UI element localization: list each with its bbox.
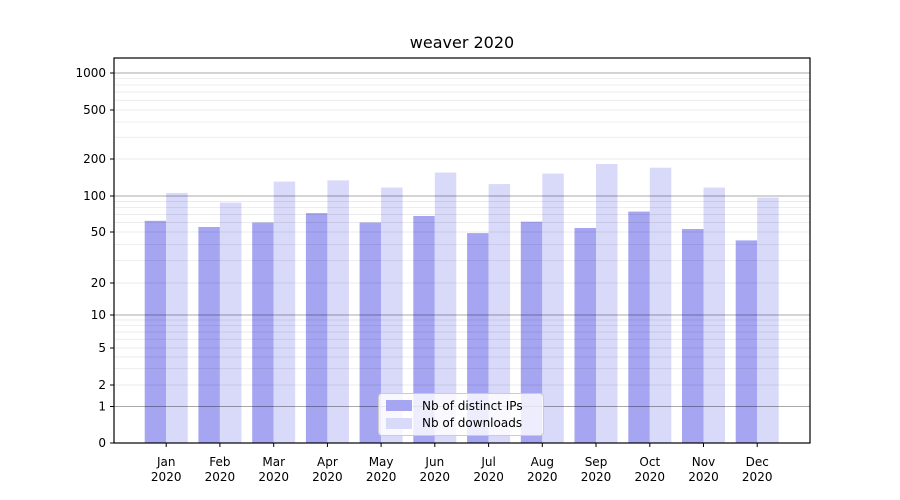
x-tick-label-month: Jul: [480, 455, 495, 469]
bar-distinct-ips: [628, 211, 650, 443]
y-tick-label: 10: [91, 308, 106, 322]
x-tick-label-month: Apr: [317, 455, 338, 469]
y-tick-label: 1000: [75, 66, 106, 80]
legend-swatch-distinct-ips: [386, 400, 412, 412]
x-tick-label-month: Jun: [424, 455, 444, 469]
y-tick-label: 20: [91, 276, 106, 290]
bar-downloads: [703, 187, 725, 443]
x-tick-label-month: Oct: [639, 455, 660, 469]
x-tick-label-month: Aug: [531, 455, 554, 469]
bar-distinct-ips: [682, 229, 704, 443]
x-tick-label-month: Sep: [585, 455, 608, 469]
bar-downloads: [219, 202, 242, 443]
x-tick-label-month: Jan: [156, 455, 176, 469]
legend-item-distinct-ips: Nb of distinct IPs: [386, 397, 535, 415]
x-tick-label-year: 2020: [688, 470, 719, 484]
legend-item-downloads: Nb of downloads: [386, 415, 535, 433]
y-tick-label: 500: [83, 103, 106, 117]
bar-distinct-ips: [252, 222, 274, 443]
x-tick-label-month: Dec: [746, 455, 769, 469]
bar-distinct-ips: [520, 221, 543, 443]
bar-distinct-ips: [198, 227, 220, 443]
bar-distinct-ips: [144, 220, 167, 443]
bar-downloads: [381, 187, 403, 443]
bar-distinct-ips: [467, 233, 489, 443]
y-tick-label: 5: [98, 341, 106, 355]
bar-downloads: [327, 180, 349, 443]
x-tick-label-year: 2020: [473, 470, 504, 484]
bar-distinct-ips: [735, 240, 758, 443]
bar-downloads: [596, 164, 618, 443]
bar-downloads: [273, 181, 296, 443]
bar-downloads: [434, 172, 457, 443]
bar-distinct-ips: [574, 228, 596, 443]
x-tick-label-year: 2020: [527, 470, 558, 484]
plot-border: [113, 57, 811, 444]
legend-label-downloads: Nb of downloads: [422, 416, 523, 431]
bar-distinct-ips: [413, 216, 435, 443]
x-tick-label-year: 2020: [742, 470, 773, 484]
y-tick-label: 100: [83, 189, 106, 203]
legend-label-distinct-ips: Nb of distinct IPs: [422, 398, 523, 413]
bar-downloads: [757, 197, 779, 443]
y-tick-label: 2: [98, 378, 106, 392]
x-tick-label-year: 2020: [420, 470, 451, 484]
x-tick-label-year: 2020: [258, 470, 289, 484]
legend-swatch-downloads: [386, 417, 412, 429]
y-tick-label: 1: [98, 400, 106, 414]
y-tick-label: 0: [98, 436, 106, 450]
x-tick-label-year: 2020: [151, 470, 182, 484]
x-tick-label-month: Feb: [209, 455, 230, 469]
bar-distinct-ips: [305, 213, 328, 443]
x-tick-label-month: Mar: [262, 455, 285, 469]
x-tick-label-month: Nov: [692, 455, 715, 469]
bar-distinct-ips: [359, 222, 382, 443]
x-tick-label-year: 2020: [635, 470, 666, 484]
x-tick-label-month: May: [369, 455, 394, 469]
y-tick-label: 200: [83, 152, 106, 166]
legend: Nb of distinct IPs Nb of downloads: [378, 393, 544, 436]
x-tick-label-year: 2020: [205, 470, 236, 484]
x-tick-label-year: 2020: [312, 470, 343, 484]
y-tick-label: 50: [91, 225, 106, 239]
bar-downloads: [488, 184, 511, 443]
bar-downloads: [542, 173, 564, 443]
bar-downloads: [649, 167, 672, 443]
chart-title: weaver 2020: [409, 33, 515, 52]
x-tick-label-year: 2020: [366, 470, 397, 484]
bar-downloads: [166, 192, 188, 443]
x-tick-label-year: 2020: [581, 470, 612, 484]
